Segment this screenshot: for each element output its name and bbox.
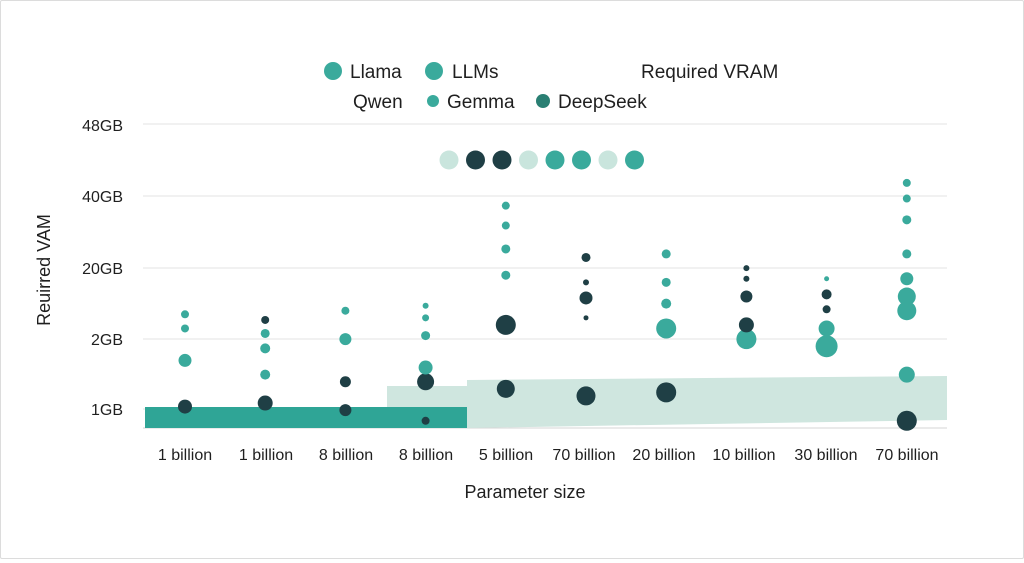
legend-label-llama: Llama: [350, 62, 402, 83]
legend-label-qwen: Qwen: [353, 92, 403, 113]
data-point: [178, 353, 192, 367]
data-point: [902, 215, 912, 225]
x-tick-label: 8 billion: [399, 447, 453, 464]
data-point: [581, 252, 591, 262]
legend-marker-llama: [324, 62, 342, 80]
legend-label-llms: LLMs: [452, 62, 498, 83]
data-point: [736, 329, 757, 350]
y-tick-label: 2GB: [91, 332, 123, 349]
legend-label-required-vram: Required VRAM: [641, 62, 778, 83]
data-point: [260, 343, 271, 354]
x-tick-label: 20 billion: [632, 447, 695, 464]
data-point: [740, 290, 753, 303]
data-point: [897, 287, 916, 306]
x-axis-title: Parameter size: [464, 482, 585, 502]
dark-band: [145, 407, 467, 428]
x-tick-label: 1 billion: [158, 447, 212, 464]
data-point: [738, 317, 754, 333]
data-point: [261, 315, 270, 324]
data-point: [743, 275, 750, 282]
data-point: [822, 305, 831, 314]
data-point: [656, 382, 677, 403]
data-point: [501, 270, 511, 280]
data-point: [818, 320, 835, 337]
x-axis-ticks: 1 billion 1 billion 8 billion 8 billion …: [158, 447, 939, 464]
data-point: [902, 249, 912, 259]
x-tick-label: 1 billion: [239, 447, 293, 464]
data-point: [495, 314, 516, 335]
data-point: [896, 410, 917, 431]
y-tick-label: 1GB: [91, 402, 123, 419]
legend-marker-llms: [425, 62, 443, 80]
data-point: [421, 416, 430, 425]
y-tick-label: 20GB: [82, 261, 123, 278]
data-point: [661, 277, 671, 287]
light-band-2: [467, 376, 947, 428]
data-point: [339, 404, 352, 417]
legend-label-gemma: Gemma: [447, 92, 515, 113]
data-point: [421, 331, 431, 341]
data-point: [181, 310, 189, 319]
legend-label-deepseek: DeepSeek: [558, 92, 647, 113]
swatch-dot: [439, 150, 459, 170]
data-point: [257, 395, 273, 411]
data-point: [743, 265, 750, 272]
data-point: [661, 249, 671, 259]
data-point: [583, 279, 589, 286]
data-point: [422, 314, 430, 322]
x-tick-label: 5 billion: [479, 447, 533, 464]
data-point: [181, 324, 189, 333]
data-point: [501, 244, 511, 254]
data-point: [821, 289, 832, 300]
data-point: [897, 301, 917, 321]
x-tick-label: 70 billion: [875, 447, 938, 464]
x-tick-label: 10 billion: [712, 447, 775, 464]
legend-marker-gemma: [427, 95, 439, 107]
y-axis-ticks: 48GB 40GB 20GB 2GB 1GB: [82, 118, 123, 419]
data-point: [422, 302, 429, 309]
y-tick-label: 40GB: [82, 189, 123, 206]
data-point: [902, 194, 911, 203]
y-tick-label: 48GB: [82, 118, 123, 135]
data-point: [661, 298, 672, 309]
data-point: [501, 221, 510, 230]
data-point: [576, 386, 596, 406]
legend: Llama LLMs Required VRAM Qwen Gemma Deep…: [324, 62, 778, 113]
swatch-dot: [598, 150, 618, 170]
swatch-dot: [519, 150, 538, 170]
data-points: [178, 178, 917, 431]
legend-marker-deepseek: [536, 94, 550, 108]
data-point: [824, 276, 830, 282]
swatch-dot: [545, 150, 565, 170]
data-point: [583, 315, 589, 321]
data-point: [417, 373, 435, 391]
swatch-dot: [572, 150, 591, 170]
data-point: [418, 360, 433, 375]
x-tick-label: 8 billion: [319, 447, 373, 464]
data-point: [902, 178, 911, 187]
swatch-dot: [625, 150, 644, 170]
data-point: [898, 366, 915, 383]
swatch-dot: [466, 150, 485, 170]
color-swatch-row: [439, 150, 644, 170]
data-point: [339, 376, 351, 388]
data-point: [260, 328, 270, 338]
x-tick-label: 70 billion: [552, 447, 615, 464]
data-point: [900, 272, 914, 286]
data-point: [341, 306, 350, 315]
data-point: [501, 201, 510, 210]
data-point: [656, 318, 677, 339]
y-axis-title: Reuirred VAM: [34, 214, 54, 326]
x-tick-label: 30 billion: [794, 447, 857, 464]
data-point: [178, 399, 192, 414]
data-point: [496, 379, 515, 398]
data-point: [260, 369, 271, 380]
data-point: [815, 335, 838, 358]
swatch-dot: [492, 150, 512, 170]
data-point: [579, 291, 593, 305]
data-point: [339, 333, 352, 346]
